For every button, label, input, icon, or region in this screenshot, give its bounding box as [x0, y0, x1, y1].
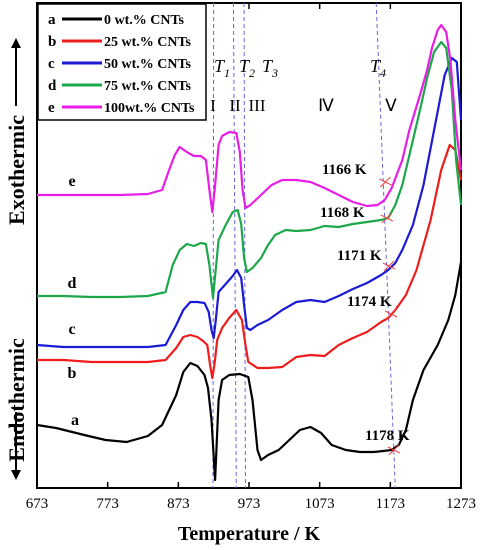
transition-label-3: T3	[262, 56, 278, 80]
x-tick-label: 973	[238, 496, 261, 512]
series-curve-a	[36, 261, 463, 482]
region-label-4: Ⅳ	[318, 96, 334, 115]
x-tick-label: 673	[26, 496, 49, 512]
curve-key-b: b	[68, 365, 77, 382]
legend-key-c: c	[48, 56, 55, 72]
region-label-5: Ⅴ	[385, 96, 397, 115]
x-tick-label: 1173	[376, 496, 405, 512]
annotation-b: 1174 K	[347, 294, 392, 310]
onset-marker-b-c	[383, 260, 395, 272]
transition-line-1	[212, 2, 215, 489]
onset-marker-b-e	[380, 176, 391, 188]
transition-label-4: T4	[370, 56, 386, 80]
transition-line-2	[232, 2, 237, 489]
down-arrow-icon	[11, 412, 21, 480]
legend-label-d: 75 wt.% CNTs	[104, 79, 192, 94]
annotation-a: 1178 K	[365, 428, 410, 444]
onset-marker-b-a	[388, 444, 400, 456]
legend-label-c: 50 wt.% CNTs	[104, 57, 192, 72]
annotation-d: 1168 K	[320, 205, 365, 221]
y-label-exothermic: Exothermic	[4, 115, 29, 225]
curve-key-c: c	[68, 321, 75, 338]
onset-marker-b-d	[381, 212, 393, 224]
series-curve-c	[36, 56, 463, 349]
series-curve-b	[37, 143, 463, 380]
x-axis-label: Temperature / K	[178, 523, 321, 545]
up-arrow-icon	[11, 38, 21, 106]
curve-key-a: a	[71, 412, 79, 429]
transition-label-1: T1	[214, 56, 230, 80]
annotation-e: 1166 K	[322, 162, 367, 178]
x-tick-label: 773	[96, 496, 119, 512]
legend-label-a: 0 wt.% CNTs	[104, 13, 185, 28]
x-tick-label: 1273	[446, 496, 476, 512]
legend-key-e: e	[48, 100, 55, 116]
legend-key-d: d	[48, 78, 57, 94]
annotation-c: 1171 K	[337, 248, 382, 264]
curve-key-d: d	[68, 275, 77, 292]
region-label-1: I	[210, 96, 216, 115]
transition-line-3	[243, 2, 246, 489]
series-curve-e	[37, 23, 463, 214]
legend-key-b: b	[48, 34, 56, 50]
transition-label-2: T2	[239, 56, 255, 80]
x-tick-label: 1073	[305, 496, 335, 512]
legend-label-e: 100wt.% CNTs	[104, 101, 195, 116]
legend-label-b: 25 wt.% CNTs	[104, 35, 192, 50]
x-tick-label: 873	[167, 496, 190, 512]
onset-marker-b-b	[385, 308, 397, 320]
series-curve-d	[37, 40, 463, 300]
region-label-3: III	[249, 96, 266, 115]
transition-line-4	[375, 2, 396, 489]
curve-key-e: e	[68, 173, 75, 190]
region-label-2: II	[229, 96, 241, 115]
legend-key-a: a	[48, 12, 56, 28]
